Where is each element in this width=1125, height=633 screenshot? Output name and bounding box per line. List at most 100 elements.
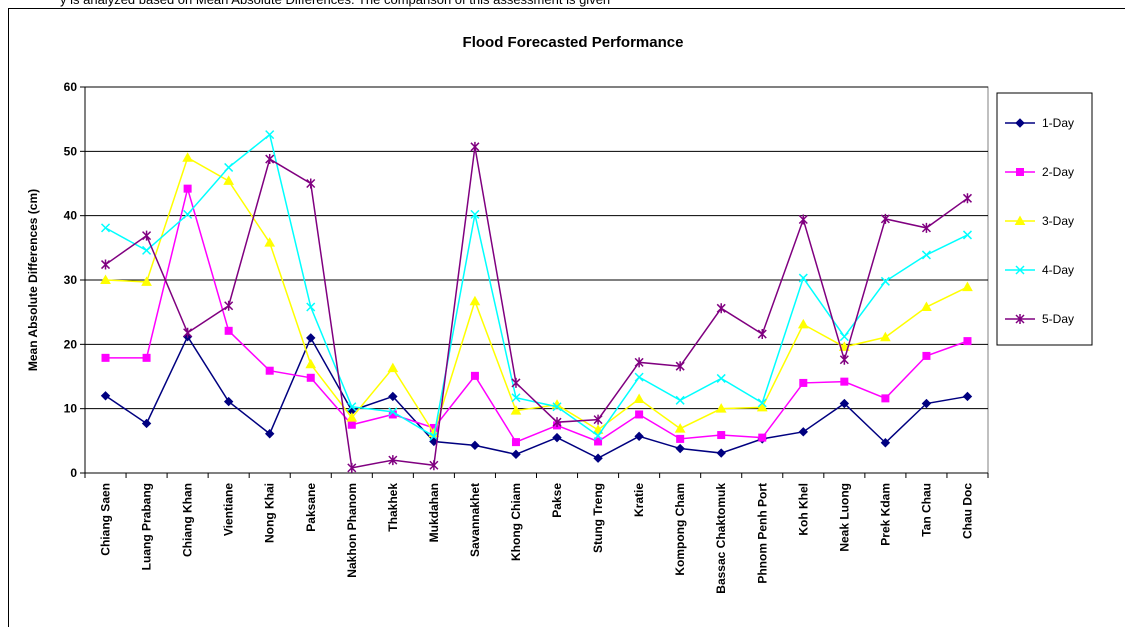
data-point (1015, 314, 1025, 324)
data-point (635, 410, 644, 419)
series-3-day (100, 152, 973, 438)
data-point (758, 433, 767, 442)
data-point (183, 184, 192, 193)
data-point (100, 223, 111, 233)
data-point (880, 213, 890, 224)
series-line (105, 335, 968, 460)
data-point (1015, 118, 1025, 128)
data-point (715, 403, 727, 413)
data-point (963, 337, 972, 346)
data-point (306, 178, 316, 189)
series-5-day (100, 141, 973, 473)
data-point (921, 222, 931, 233)
legend-item: 1-Day (1005, 116, 1074, 130)
legend[interactable]: 1-Day 2-Day 3-Day 4-Day 5-Day (996, 92, 1093, 346)
legend-item: 4-Day (1005, 263, 1074, 277)
data-point (100, 259, 111, 270)
data-point (676, 434, 685, 443)
data-point (962, 193, 973, 204)
data-point (839, 332, 849, 342)
x-tick-label: Kratie (632, 483, 646, 517)
data-point (470, 371, 479, 380)
data-point (469, 295, 481, 306)
data-point (224, 326, 233, 335)
data-point (511, 438, 520, 447)
y-tick-label: 10 (64, 402, 78, 416)
data-point (840, 377, 849, 386)
data-point (1015, 265, 1025, 275)
data-point (634, 431, 644, 442)
x-tick-label: Luang Prabang (140, 483, 154, 570)
x-tick-label: Koh Khel (796, 483, 810, 536)
data-point (633, 393, 645, 404)
data-point (265, 366, 274, 375)
data-point (511, 393, 521, 403)
data-point (142, 245, 152, 255)
data-point (552, 402, 562, 412)
data-point (388, 455, 398, 466)
legend-label: 5-Day (1042, 312, 1074, 326)
data-point (593, 414, 603, 425)
data-point (306, 333, 316, 343)
data-point (634, 357, 644, 368)
data-point (881, 394, 890, 403)
legend-label: 4-Day (1042, 263, 1074, 277)
data-point (675, 395, 685, 405)
data-point (593, 431, 603, 441)
series-group (100, 130, 973, 473)
data-point (265, 154, 275, 165)
x-tick-label: Prek Kdam (878, 483, 892, 546)
x-tick-label: Chiang Khan (181, 483, 195, 557)
data-point (756, 401, 768, 412)
x-tick-label: Chiang Saen (99, 483, 113, 556)
data-point (675, 443, 685, 454)
data-point (470, 209, 480, 219)
data-point (757, 329, 767, 340)
data-point (880, 331, 891, 342)
legend-item: 3-Day (1005, 214, 1074, 228)
x-tick-label: Mukdahan (427, 483, 441, 542)
legend-label: 2-Day (1042, 165, 1074, 179)
y-tick-labels: 0 10 20 30 40 50 60 (64, 80, 78, 480)
data-point (142, 230, 152, 241)
data-point (388, 391, 398, 402)
data-point (716, 303, 726, 314)
chart-title: Flood Forecasted Performance (463, 34, 684, 51)
data-point (922, 351, 931, 360)
data-point (798, 427, 809, 437)
data-point (101, 353, 110, 362)
data-point (141, 418, 152, 429)
data-point (1016, 168, 1024, 176)
data-point (265, 130, 275, 140)
y-tick-label: 20 (64, 337, 78, 351)
data-point (757, 398, 767, 408)
series-line (105, 146, 968, 469)
data-point (347, 420, 356, 429)
data-point (100, 274, 111, 284)
data-point (346, 412, 358, 422)
x-tick-label: Savannakhet (468, 483, 482, 557)
data-point (634, 372, 644, 382)
x-tick-label: Khong Chiam (509, 483, 523, 561)
y-tick-label: 60 (64, 80, 78, 94)
data-point (552, 432, 562, 443)
data-point (429, 460, 439, 471)
data-point (674, 423, 686, 433)
x-tick-label: Kompong Cham (673, 483, 687, 576)
x-tick-label: Paksane (304, 483, 318, 532)
data-point (388, 407, 398, 417)
series-2-day (101, 184, 972, 447)
data-point (717, 431, 726, 440)
series-line (105, 185, 968, 444)
data-point (183, 327, 193, 338)
data-point (1014, 215, 1026, 225)
data-point (593, 453, 603, 463)
data-point (224, 162, 234, 172)
data-point (387, 362, 399, 373)
data-point (347, 462, 357, 473)
data-point (839, 354, 849, 365)
data-point (716, 373, 726, 383)
y-tick-label: 0 (70, 466, 77, 480)
legend-item: 2-Day (1005, 165, 1074, 179)
chart-frame: Flood Forecasted Performance 0 10 20 30 40 50… (8, 8, 1125, 627)
